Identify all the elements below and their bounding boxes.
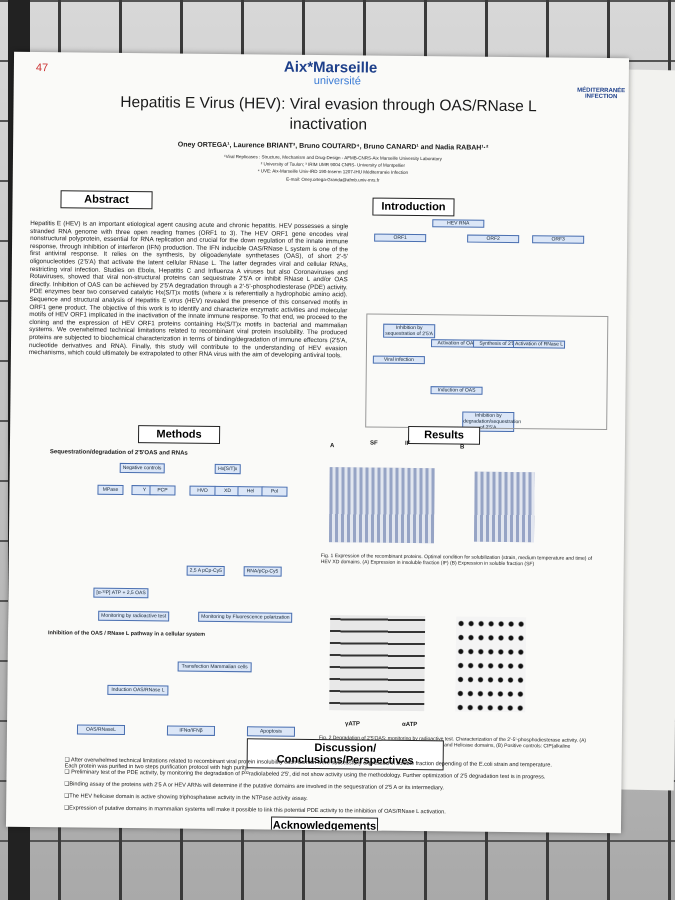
method-box: Negative controls (119, 462, 165, 474)
method-box: RNA/pCp-Cy5 (243, 566, 282, 577)
result-label: IF (404, 440, 411, 447)
gel-image (455, 616, 527, 713)
discussion-bullet: ❑Binding assay of the proteins with 2'5 … (64, 781, 444, 792)
method-box: Transfection Mammalian cells (177, 661, 252, 673)
intro-label: HEV RNA (432, 219, 485, 228)
gel-image (473, 471, 535, 543)
method-box: HVD (189, 485, 216, 496)
discussion-bullet: ❑Expression of putative domains in mamma… (64, 805, 446, 816)
gel-image (329, 615, 426, 712)
poster-number: 47 (35, 62, 49, 75)
affiliation: ⁴ UVE: Aix-Marseille Univ-IRD 190-Inserm… (257, 168, 409, 175)
logo: Aix*Marseille (283, 58, 378, 77)
section-heading: Methods (137, 425, 221, 444)
method-box: Monitoring by Fluorescence polarization (198, 611, 293, 623)
method-box: PCP (149, 485, 176, 496)
method-box: Apoptosis (246, 726, 296, 737)
method-box: Induction OAS/RNase L (107, 684, 169, 696)
methods-subtitle: Inhibition of the OAS / RNase L pathway … (47, 630, 206, 638)
result-label: A (329, 443, 335, 450)
result-label: B (459, 444, 465, 451)
method-box: Pol (261, 486, 288, 497)
result-label: SF (369, 440, 378, 447)
methods-subtitle: Sequestration/degradation of 2'5'OAS and… (49, 449, 188, 457)
method-box: OAS/RNaseL (76, 724, 126, 735)
intro-label: ORF1 (374, 233, 427, 243)
discussion-bullet: ❑The HEV helicase domain is active showi… (64, 793, 308, 802)
method-box: [α-³²P] ATP + 2,5 OAS (93, 587, 149, 599)
section-heading: Introduction (372, 197, 455, 217)
method-box: Hel (237, 486, 264, 497)
gel-image (328, 467, 435, 544)
method-box: Monitoring by radioactive test (98, 610, 170, 622)
poster: 47 Aix*Marseille université MÉDITERRANÉE IN… (5, 51, 630, 834)
section-heading: Results (407, 425, 481, 445)
method-box: 2,5 A pCp-Cy5 (186, 565, 225, 577)
abstract-text: Hepatitis E (HEV) is an important etiolo… (28, 219, 349, 360)
result-label: γATP (345, 721, 360, 728)
figure-caption: Fig. 1 Expression of the recombinant pro… (320, 553, 593, 568)
method-box: Hx[S/T]x (214, 463, 241, 475)
logo-sub: université (313, 74, 361, 88)
title: Hepatitis E Virus (HEV): Viral evasion t… (120, 93, 537, 134)
method-box: IFNα/IFNβ (166, 725, 216, 736)
intro-frame (365, 313, 609, 431)
section-heading: Abstract (60, 190, 153, 210)
partner-logo: MÉDITERRANÉE INFECTION (577, 87, 626, 101)
intro-label: ORF2 (467, 234, 520, 244)
result-label: αATP (402, 721, 418, 729)
intro-label: ORF3 (532, 235, 585, 244)
email: E-mail: Oney.ortega-Granda@afmb.univ-mrs… (286, 176, 380, 183)
method-box: MPase (97, 484, 124, 495)
authors: Oney ORTEGA¹, Laurence BRIANT³, Bruno CO… (177, 141, 489, 152)
